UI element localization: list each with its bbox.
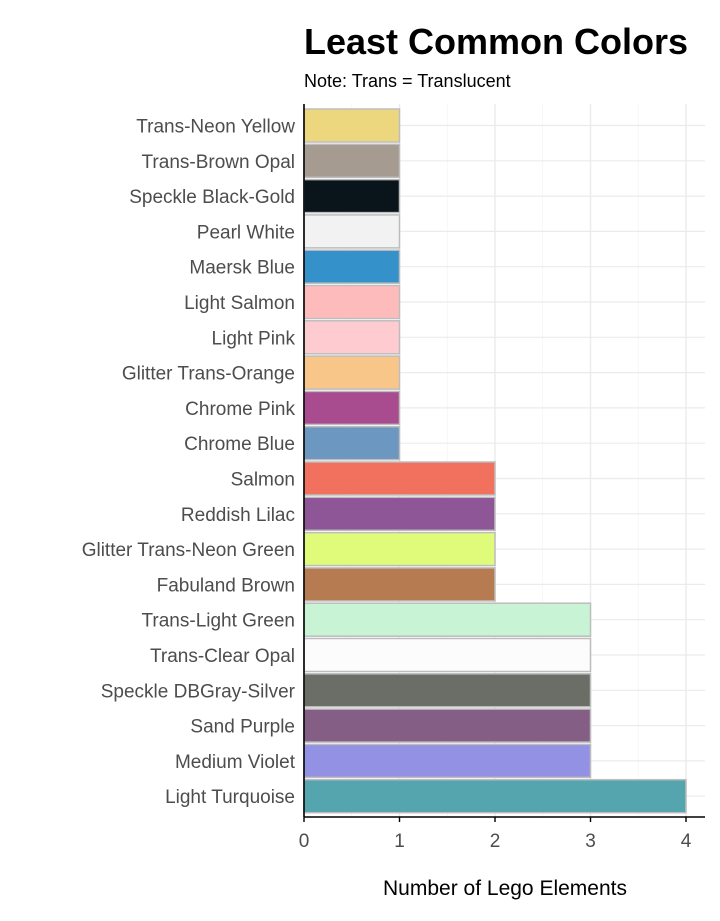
bar-trans-light-green	[303, 602, 592, 637]
x-axis-label: Number of Lego Elements	[383, 877, 627, 900]
y-tick-label: Light Salmon	[184, 293, 295, 314]
bar-trans-clear-opal	[303, 637, 592, 673]
x-tick-label: 3	[585, 831, 596, 852]
y-tick-label: Chrome Blue	[184, 434, 295, 455]
bar-light-turquoise	[303, 778, 687, 814]
bar-sand-purple	[303, 708, 592, 743]
x-tick-label: 1	[394, 831, 405, 852]
y-tick-label: Light Turquoise	[165, 787, 295, 808]
bar-maersk-blue	[303, 249, 401, 284]
y-tick-labels: Trans-Neon Yellow Trans-Brown Opal Speckle…	[82, 117, 296, 809]
bar-salmon	[303, 461, 496, 496]
y-tick-label: Glitter Trans-Neon Green	[82, 540, 295, 561]
y-tick-label: Medium Violet	[175, 752, 296, 773]
y-tick-label: Speckle Black-Gold	[129, 187, 295, 208]
bar-trans-neon-yellow	[303, 108, 401, 143]
bar-pearl-white	[303, 214, 401, 249]
y-tick-label: Maersk Blue	[189, 258, 295, 279]
bar-light-pink	[303, 320, 401, 355]
y-tick-label: Salmon	[231, 470, 295, 491]
y-tick-label: Pearl White	[197, 222, 295, 243]
bar-speckle-dbgray-silver	[303, 673, 592, 708]
y-tick-label: Sand Purple	[190, 717, 295, 738]
y-tick-label: Trans-Clear Opal	[150, 646, 295, 667]
chart-title: Least Common Colors	[304, 21, 688, 62]
y-tick-label: Trans-Neon Yellow	[136, 117, 295, 138]
bar-reddish-lilac	[303, 496, 496, 532]
y-tick-label: Glitter Trans-Orange	[122, 364, 295, 385]
bar-chrome-pink	[303, 390, 401, 426]
bar-medium-violet	[303, 743, 592, 779]
bar-trans-brown-opal	[303, 143, 401, 179]
bar-light-salmon	[303, 284, 401, 320]
x-tick-label: 0	[299, 831, 310, 852]
y-tick-label: Fabuland Brown	[157, 575, 295, 596]
x-tick-label: 4	[681, 831, 692, 852]
x-tick-label: 2	[490, 831, 501, 852]
x-tick-labels: 0 1 2 3 4	[299, 831, 692, 852]
bars	[303, 108, 687, 814]
y-tick-label: Trans-Light Green	[142, 611, 295, 632]
chart-subtitle: Note: Trans = Translucent	[304, 71, 511, 91]
bar-fabuland-brown	[303, 567, 496, 602]
y-tick-label: Chrome Pink	[185, 399, 295, 420]
y-tick-label: Speckle DBGray-Silver	[101, 681, 296, 702]
bar-glitter-trans-neon-green	[303, 531, 496, 567]
y-tick-label: Light Pink	[212, 328, 296, 349]
bar-chrome-blue	[303, 425, 401, 461]
axes	[303, 104, 705, 822]
bar-speckle-black-gold	[303, 178, 401, 214]
y-tick-label: Reddish Lilac	[181, 505, 295, 526]
y-tick-label: Trans-Brown Opal	[142, 152, 295, 173]
bar-glitter-trans-orange	[303, 355, 401, 390]
